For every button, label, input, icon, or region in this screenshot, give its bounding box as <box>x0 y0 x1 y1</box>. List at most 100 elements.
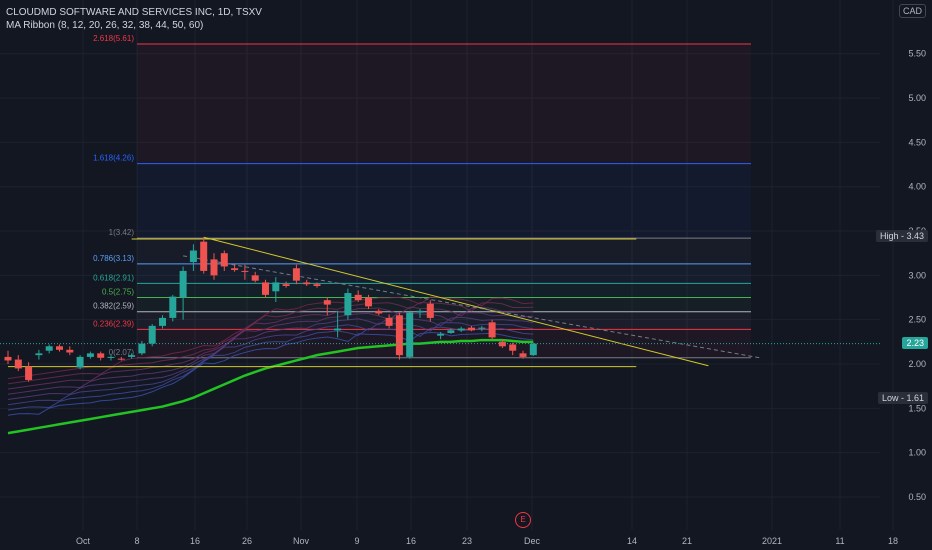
y-tick-label: 5.50 <box>908 49 926 59</box>
candle <box>14 355 22 372</box>
current-price-badge: 2.23 <box>902 336 928 349</box>
candle <box>251 271 259 283</box>
candle-body <box>468 327 475 331</box>
extreme-price-badge: Low - 1.61 <box>877 391 928 404</box>
ma-ribbon-line <box>7 316 534 400</box>
candle-body <box>45 346 53 351</box>
candle-body <box>437 333 445 336</box>
candle-body <box>76 356 84 368</box>
currency-label[interactable]: CAD <box>898 4 926 18</box>
candle <box>86 351 94 359</box>
candle <box>159 315 166 329</box>
fib-level-label: 0.5(2.75) <box>102 288 134 297</box>
candle <box>117 356 125 361</box>
candle-body <box>406 312 414 357</box>
x-tick-label: 9 <box>354 536 359 546</box>
fib-level-label: 0.786(3.13) <box>93 254 134 263</box>
candle-body <box>478 327 486 329</box>
candle-body <box>498 341 506 347</box>
chart-legend: CLOUDMD SOFTWARE AND SERVICES INC, 1D, T… <box>6 6 262 32</box>
x-tick-label: Nov <box>293 536 310 546</box>
candle <box>334 310 342 338</box>
candle <box>447 328 455 334</box>
candle <box>488 319 496 340</box>
fib-level-label: 1(3.42) <box>109 228 135 237</box>
ma-ribbon-line <box>7 301 534 385</box>
candle <box>76 355 84 370</box>
candle-body <box>220 253 228 267</box>
candle-body <box>457 328 465 331</box>
candle-body <box>138 343 146 354</box>
candle <box>97 351 105 361</box>
candle-body <box>179 270 187 298</box>
symbol-title: CLOUDMD SOFTWARE AND SERVICES INC, 1D, T… <box>6 7 262 18</box>
x-tick-label: 23 <box>462 536 472 546</box>
candle <box>509 342 517 356</box>
ma-ribbon-line <box>7 332 534 416</box>
candle-body <box>272 282 280 292</box>
candle-body <box>323 300 331 305</box>
candle-body <box>241 270 249 272</box>
ma-ribbon-line <box>7 322 534 406</box>
candle <box>323 297 331 316</box>
trendline <box>203 236 709 367</box>
candle <box>426 300 434 322</box>
candle-body <box>210 259 218 276</box>
y-tick-label: 5.00 <box>908 93 926 103</box>
candle-body <box>107 356 115 358</box>
candle-body <box>447 330 455 333</box>
candle <box>169 294 177 322</box>
y-tick-label: 1.50 <box>908 403 926 413</box>
candle-body <box>14 359 22 369</box>
fib-level-label: 2.618(5.61) <box>93 34 134 43</box>
candle <box>457 326 465 333</box>
candle-body <box>354 294 362 301</box>
candle-body <box>509 344 517 351</box>
candle-body <box>148 325 156 344</box>
candle <box>272 277 280 302</box>
candle <box>220 250 228 271</box>
fib-level-label: 1.618(4.26) <box>93 154 134 163</box>
candle <box>478 325 486 332</box>
candle-body <box>262 282 269 295</box>
candle-body <box>334 328 342 331</box>
candle-body <box>395 315 403 356</box>
x-axis: Oct 8 16 26 Nov 9 16 23 Dec 14 21 2021 11 18 <box>76 536 898 546</box>
candle <box>189 244 197 271</box>
candle <box>231 264 239 272</box>
candle <box>262 279 269 298</box>
candle <box>292 264 300 285</box>
candle-body <box>375 310 383 314</box>
candle-body <box>86 353 94 357</box>
candle <box>498 339 506 349</box>
candle <box>519 350 527 359</box>
y-tick-label: 4.50 <box>908 137 926 147</box>
candle <box>406 310 414 359</box>
fib-level-label: 0.618(2.91) <box>93 273 134 282</box>
y-tick-label: 2.50 <box>908 315 926 325</box>
candle-body <box>344 293 352 316</box>
x-tick-label: 8 <box>134 536 139 546</box>
candle-body <box>25 366 33 380</box>
fib-level-label: 0.382(2.59) <box>93 302 134 311</box>
ma-ribbon-label: MA Ribbon (8, 12, 20, 26, 32, 38, 44, 50… <box>6 20 204 31</box>
candle <box>107 355 115 361</box>
candle-body <box>416 310 424 313</box>
y-tick-label: 3.00 <box>908 270 926 280</box>
candle <box>210 253 218 280</box>
candle-body <box>169 296 177 318</box>
candle <box>365 294 372 310</box>
candle-body <box>529 343 537 356</box>
candle-body <box>426 303 434 318</box>
candle <box>45 344 53 354</box>
fib-zone <box>137 238 751 264</box>
candle <box>385 314 393 329</box>
x-tick-label: 21 <box>682 536 692 546</box>
candle-body <box>313 284 321 286</box>
candle-body <box>117 358 125 360</box>
earnings-event-badge[interactable]: E <box>515 512 531 528</box>
candle <box>375 309 383 316</box>
candle <box>395 312 403 360</box>
x-tick-label: 2021 <box>762 536 782 546</box>
